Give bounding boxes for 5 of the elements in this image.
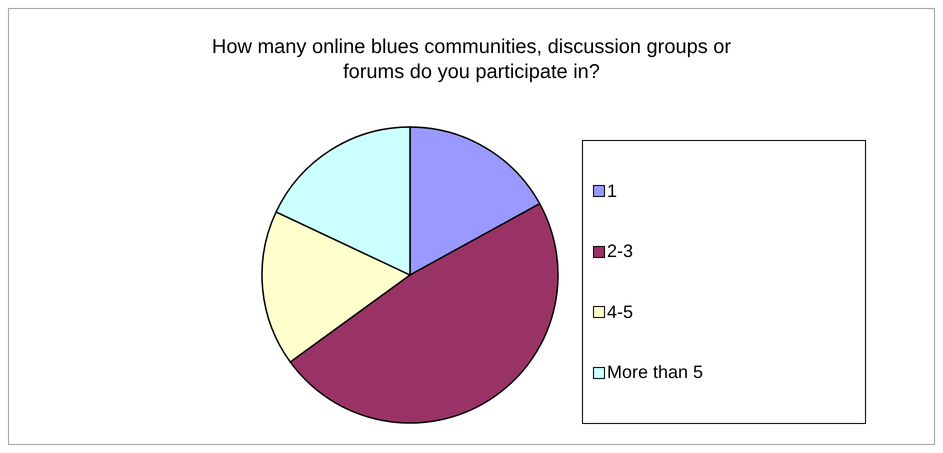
chart-title: How many online blues communities, discussion groups or forums do you participate in? bbox=[210, 35, 732, 85]
legend-label: 1 bbox=[607, 180, 618, 202]
legend-label: 2-3 bbox=[607, 241, 634, 262]
legend-label: 4-5 bbox=[607, 302, 634, 323]
legend-label: More than 5 bbox=[607, 362, 704, 384]
